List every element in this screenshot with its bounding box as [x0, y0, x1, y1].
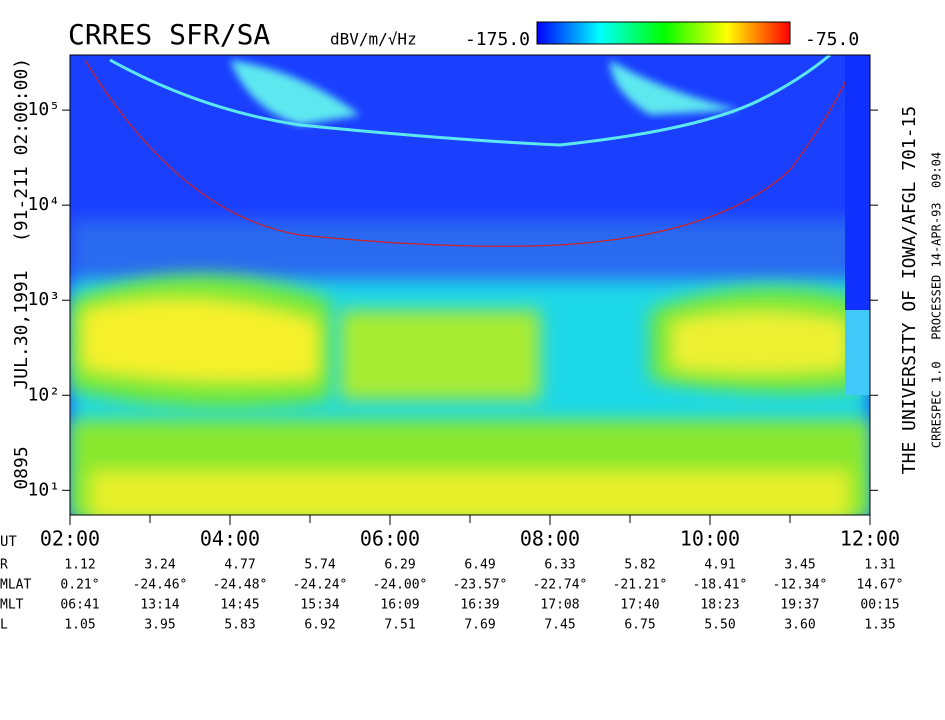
ephemeris-value: 16:09 — [380, 598, 419, 613]
right-label: THE UNIVERSITY OF IOWA/AFGL 701-15 — [899, 106, 920, 474]
colorbar-max: -75.0 — [805, 29, 859, 50]
ephemeris-label: MLT — [0, 598, 24, 613]
y-tick-label: 10³ — [27, 289, 60, 310]
ephemeris-value: -22.74° — [533, 578, 588, 593]
x-tick-label: 06:00 — [360, 527, 420, 551]
x-tick-label: 12:00 — [840, 527, 900, 551]
ephemeris-value: -24.46° — [133, 578, 188, 593]
ephemeris-value: 14.67° — [857, 578, 904, 593]
ephemeris-value: 1.35 — [864, 618, 895, 633]
ephemeris-value: 00:15 — [860, 598, 899, 613]
y-tick-label: 10² — [27, 384, 60, 405]
x-tick-label: 08:00 — [520, 527, 580, 551]
ephemeris-value: 19:37 — [780, 598, 819, 613]
x-tick-label: 10:00 — [680, 527, 740, 551]
ephemeris-value: -21.21° — [613, 578, 668, 593]
ephemeris-value: -24.48° — [213, 578, 268, 593]
ephemeris-value: 5.83 — [224, 618, 255, 633]
ephemeris-value: 1.12 — [64, 558, 95, 573]
ephemeris-label: L — [0, 618, 8, 633]
y-tick-label: 10⁴ — [27, 194, 60, 215]
ephemeris-value: 6.92 — [304, 618, 335, 633]
right-label: CRRESPEC 1.0 PROCESSED 14-APR-93 09:04 — [930, 152, 944, 448]
ephemeris-value: -24.24° — [293, 578, 348, 593]
colorbar-min: -175.0 — [465, 29, 530, 50]
ephemeris-value: 16:39 — [460, 598, 499, 613]
ephemeris-value: 3.95 — [144, 618, 175, 633]
ephemeris-value: 1.31 — [864, 558, 895, 573]
ephemeris-value: 5.82 — [624, 558, 655, 573]
ephemeris-value: 3.60 — [784, 618, 815, 633]
colorbar — [536, 21, 791, 45]
colorbar-label: dBV/m/√Hz — [330, 30, 417, 49]
ephemeris-value: 17:08 — [540, 598, 579, 613]
left-label: 0895 — [11, 446, 32, 489]
ephemeris-label: MLAT — [0, 578, 31, 593]
ephemeris-value: 6.49 — [464, 558, 495, 573]
ephemeris-value: 4.77 — [224, 558, 255, 573]
ephemeris-value: 3.24 — [144, 558, 175, 573]
ephemeris-value: 6.33 — [544, 558, 575, 573]
ephemeris-value: 3.45 — [784, 558, 815, 573]
ephemeris-value: 7.69 — [464, 618, 495, 633]
left-label: JUL.30,1991 — [11, 270, 32, 389]
ephemeris-value: 17:40 — [620, 598, 659, 613]
ephemeris-value: 5.74 — [304, 558, 335, 573]
ephemeris-value: 18:23 — [700, 598, 739, 613]
x-tick-label: 04:00 — [200, 527, 260, 551]
ephemeris-value: 1.05 — [64, 618, 95, 633]
ephemeris-value: 14:45 — [220, 598, 259, 613]
spectrogram — [70, 55, 870, 515]
ephemeris-value: -24.00° — [373, 578, 428, 593]
ephemeris-value: 6.75 — [624, 618, 655, 633]
x-tick-label: 02:00 — [40, 527, 100, 551]
left-label: (91-211 02:00:00) — [11, 58, 32, 242]
ephemeris-value: 4.91 — [704, 558, 735, 573]
ephemeris-value: 5.50 — [704, 618, 735, 633]
ephemeris-value: 0.21° — [60, 578, 99, 593]
ephemeris-value: 06:41 — [60, 598, 99, 613]
y-tick-label: 10¹ — [27, 479, 60, 500]
chart-title: CRRES SFR/SA — [68, 18, 270, 51]
ephemeris-value: 15:34 — [300, 598, 339, 613]
ephemeris-label: R — [0, 558, 8, 573]
ephemeris-value: 6.29 — [384, 558, 415, 573]
ephemeris-value: -18.41° — [693, 578, 748, 593]
ephemeris-value: 13:14 — [140, 598, 179, 613]
ephemeris-value: -23.57° — [453, 578, 508, 593]
ephemeris-value: -12.34° — [773, 578, 828, 593]
ephemeris-value: 7.45 — [544, 618, 575, 633]
y-tick-label: 10⁵ — [27, 99, 60, 120]
x-axis-label: UT — [0, 534, 17, 550]
ephemeris-value: 7.51 — [384, 618, 415, 633]
